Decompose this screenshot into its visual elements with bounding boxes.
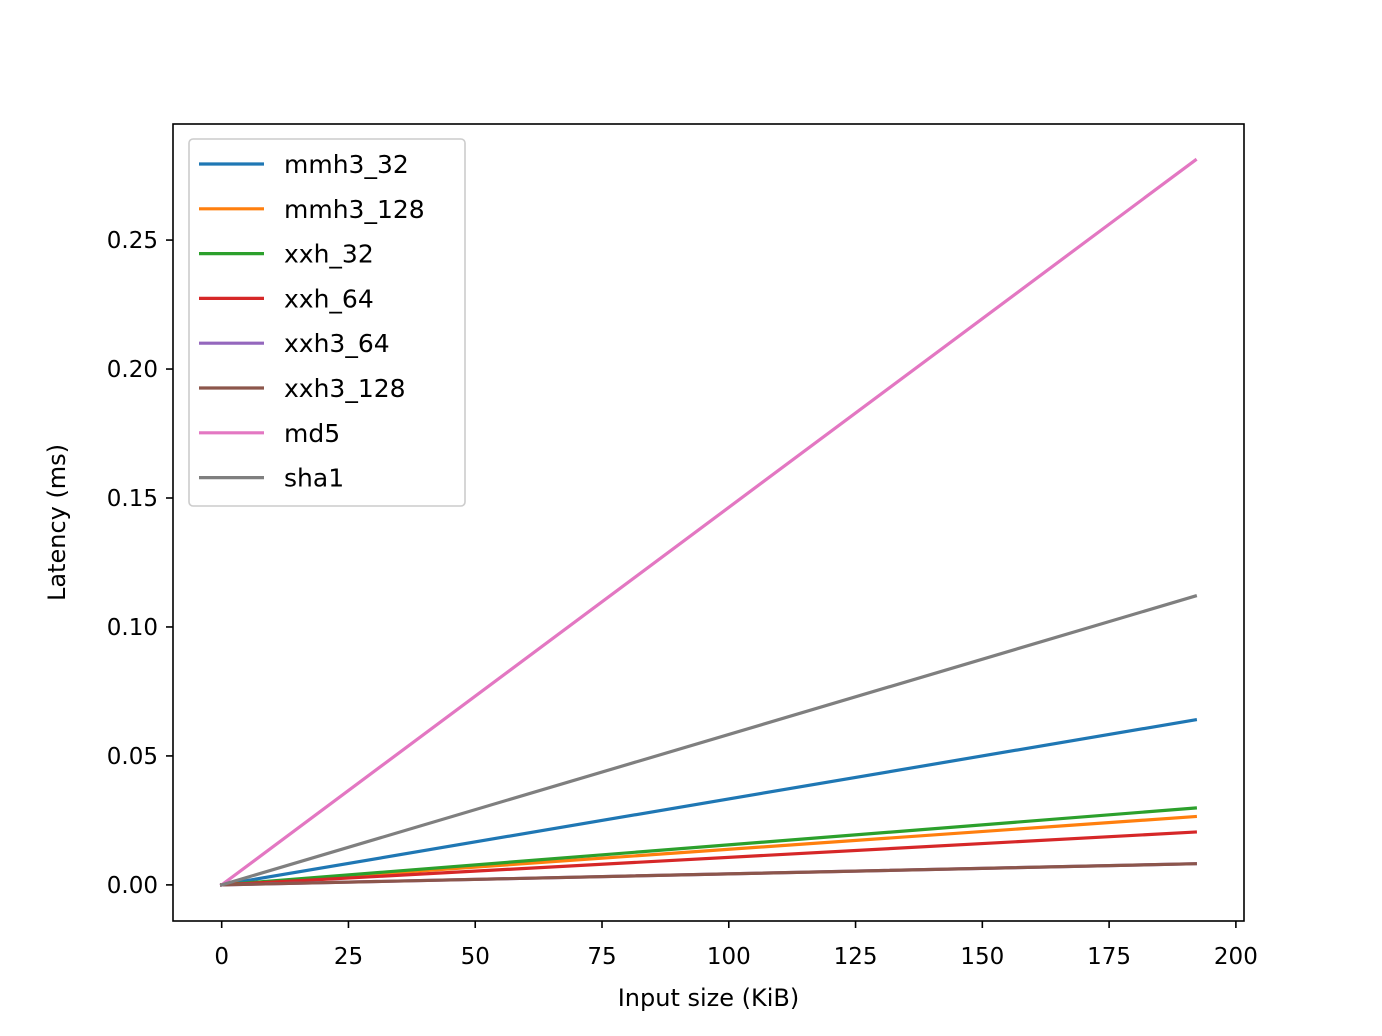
series-line-sha1 bbox=[219, 594, 1198, 887]
legend-label-xxh3-128: xxh3_128 bbox=[284, 374, 406, 403]
series-line-md5 bbox=[219, 157, 1198, 888]
x-tick-label: 75 bbox=[587, 944, 616, 970]
series-layer bbox=[219, 157, 1198, 888]
legend-label-md5: md5 bbox=[284, 419, 340, 448]
plot-frame bbox=[172, 123, 1245, 922]
series-line-xxh3-128 bbox=[220, 862, 1197, 887]
x-tick-label: 100 bbox=[707, 944, 751, 970]
legend-label-mmh3-32: mmh3_32 bbox=[284, 150, 409, 179]
y-tick-label: 0.05 bbox=[107, 744, 158, 770]
y-tick-label: 0.25 bbox=[107, 228, 158, 254]
x-tick-label: 150 bbox=[960, 944, 1004, 970]
y-tick-label: 0.20 bbox=[107, 357, 158, 383]
series-line-mmh3-32 bbox=[219, 717, 1198, 887]
legend-label-xxh-64: xxh_64 bbox=[284, 284, 374, 313]
series-line-xxh-64 bbox=[219, 830, 1198, 887]
y-axis-label: Latency (ms) bbox=[43, 444, 71, 601]
x-tick-label: 0 bbox=[214, 944, 229, 970]
legend-label-xxh-32: xxh_32 bbox=[284, 240, 374, 269]
legend: mmh3_32 mmh3_128 xxh_32 xxh_64 xxh3_64 xxh3_1… bbox=[188, 138, 466, 507]
x-axis-label: Input size (KiB) bbox=[618, 984, 800, 1012]
y-tick-label: 0.00 bbox=[107, 873, 158, 899]
y-tick-label: 0.15 bbox=[107, 486, 158, 512]
y-tick-label: 0.10 bbox=[107, 615, 158, 641]
x-tick-label: 175 bbox=[1087, 944, 1131, 970]
legend-box bbox=[188, 138, 466, 507]
legend-label-xxh3-64: xxh3_64 bbox=[284, 329, 390, 358]
x-tick-label: 50 bbox=[461, 944, 490, 970]
x-tick-label: 25 bbox=[334, 944, 363, 970]
x-axis-ticks: 0 25 50 75 100 125 150 175 200 bbox=[214, 921, 1258, 970]
legend-label-mmh3-128: mmh3_128 bbox=[284, 195, 425, 224]
x-tick-label: 125 bbox=[834, 944, 878, 970]
series-line-xxh-32 bbox=[219, 806, 1198, 887]
legend-label-sha1: sha1 bbox=[284, 464, 344, 493]
x-tick-label: 200 bbox=[1214, 944, 1258, 970]
y-axis-ticks: 0.00 0.05 0.10 0.15 0.20 0.25 bbox=[107, 228, 173, 899]
